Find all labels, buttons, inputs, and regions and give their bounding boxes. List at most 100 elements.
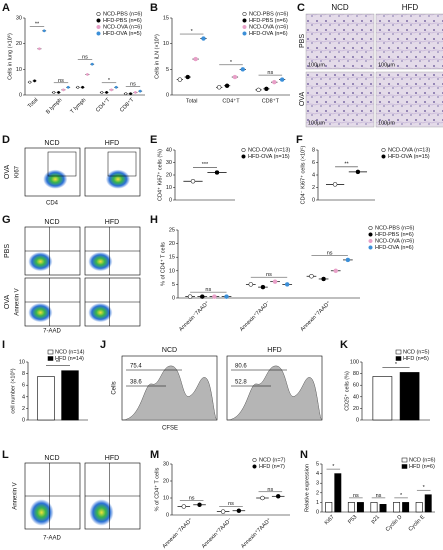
legend-swatch (47, 356, 54, 361)
legend-label: NCD-OVA (n=6) (249, 24, 288, 30)
y-axis-label: % of CD4⁺ T cells (159, 242, 166, 286)
column-label: HFD (105, 140, 119, 147)
y-tick-label: 0 (22, 417, 25, 423)
y-tick-label: 15 (169, 255, 175, 261)
dot (264, 86, 269, 92)
legend-label: NCD-PBS (n=6) (249, 11, 288, 17)
bar (61, 370, 79, 421)
y-axis-label: CD4⁻ Ki67⁺ cells (×10⁵) (299, 145, 306, 204)
dot (109, 88, 113, 92)
y-tick-label: 10 (19, 359, 25, 365)
legend-swatch (96, 24, 101, 30)
dot (275, 494, 281, 499)
x-tick-label: P53 (347, 514, 358, 525)
legend-label: HFD-PBS (n=6) (103, 18, 142, 24)
column-label: HFD (105, 455, 119, 462)
y-tick-label: 0 (166, 512, 169, 518)
row-label: PBS (299, 34, 306, 48)
x-tick-label: Annexin⁻7AAD⁺ (177, 299, 210, 332)
significance: * (332, 464, 335, 470)
legend-label: NCD (n=7) (259, 457, 286, 463)
legend-label: NCD (n=5) (403, 349, 430, 355)
dot (240, 67, 246, 72)
dot (129, 92, 133, 96)
gate-label: 52.8 (235, 380, 247, 386)
dot (256, 87, 261, 93)
dot (279, 77, 285, 82)
cell-population (88, 251, 113, 272)
legend-label: HFD-OVA (n=6) (375, 245, 414, 251)
x-tick-label: CD4⁺T (222, 97, 240, 104)
legend-label: HFD-OVA (n=15) (248, 154, 290, 160)
dot (100, 90, 104, 94)
dot (212, 294, 217, 299)
significance: * (400, 493, 403, 499)
y-tick-label: 5 (316, 461, 319, 467)
legend-label: HFD (n=5) (403, 356, 429, 362)
significance: ns (267, 70, 273, 76)
column-label: NCD (162, 347, 177, 354)
dot (42, 29, 46, 33)
dot (193, 56, 198, 62)
legend-swatch (401, 457, 408, 463)
legend-label: NCD-OVA (n=13) (388, 147, 430, 153)
significance: ns (267, 487, 273, 493)
x-tick-label: Total (27, 97, 39, 109)
panel-letter: A (2, 2, 10, 14)
bar (415, 502, 423, 513)
y-axis-label: CD25⁺ cells (%) (343, 371, 350, 411)
dot (260, 495, 265, 501)
significance: *** (202, 162, 209, 168)
cell-population (43, 169, 68, 189)
gate (107, 151, 137, 177)
y-tick-label: 1 (316, 500, 319, 506)
significance: ns (205, 287, 211, 293)
row-label: OVA (299, 92, 306, 107)
y-tick-label: 20 (163, 478, 169, 484)
column-label: NCD (44, 140, 59, 147)
y-tick-label: 8 (312, 147, 315, 153)
y-axis-label: Ki67 (15, 165, 21, 178)
legend-swatch (368, 232, 373, 237)
significance: ns (189, 495, 195, 501)
legend-swatch (368, 225, 373, 231)
cell-population (29, 499, 54, 526)
bar (402, 502, 410, 513)
dot (201, 36, 206, 41)
x-tick-label: Annexin⁺7AAD⁻ (238, 299, 271, 332)
y-tick-label: 0 (19, 92, 22, 98)
x-tick-label: T lymph (69, 97, 87, 115)
dot (220, 509, 226, 514)
y-tick-label: 0 (169, 197, 172, 203)
dot (81, 85, 85, 89)
dot (272, 279, 278, 284)
bar (393, 502, 401, 513)
dot (260, 284, 266, 290)
y-tick-label: 10 (16, 67, 22, 73)
y-tick-label: 5 (166, 67, 169, 73)
dot (61, 88, 65, 92)
dot (355, 169, 361, 175)
legend-swatch (381, 147, 386, 153)
dot (185, 74, 190, 80)
legend-swatch (242, 18, 247, 23)
dot (345, 257, 351, 263)
column-label: HFD (105, 219, 119, 226)
dot (224, 294, 229, 299)
panel-letter: N (300, 449, 308, 461)
significance: * (191, 29, 194, 35)
y-tick-label: 4 (316, 471, 319, 477)
y-axis-label: cell number (×10⁵) (9, 368, 16, 413)
gate-label: 80.6 (235, 364, 247, 370)
panel-letter: J (100, 339, 106, 351)
y-tick-label: 30 (163, 461, 169, 467)
y-axis-label: % of CD4⁺ T cells (153, 467, 160, 511)
legend-swatch (242, 31, 247, 36)
y-tick-label: 0 (316, 509, 319, 515)
panel-letter: K (340, 339, 348, 351)
significance: ns (376, 493, 382, 499)
legend-swatch (96, 18, 101, 23)
x-axis-label: CD4 (46, 201, 59, 207)
significance: ns (266, 272, 272, 278)
panel-letter: C (297, 2, 305, 14)
